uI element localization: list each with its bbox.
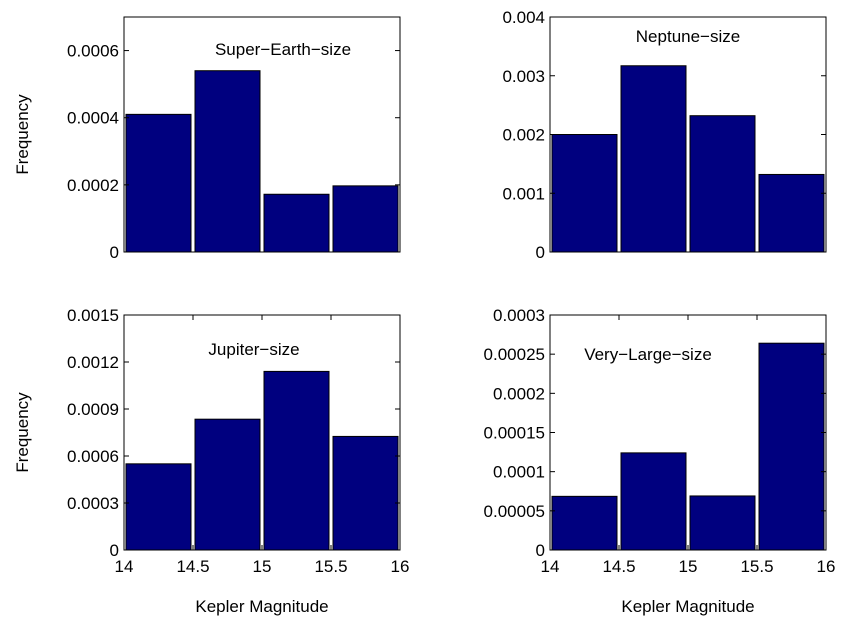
bar — [332, 185, 399, 253]
y-tick-label: 0.001 — [502, 184, 545, 203]
bar — [332, 435, 399, 551]
y-tick-label: 0.0002 — [493, 384, 545, 403]
x-tick-label: 14 — [541, 557, 560, 576]
y-tick-label: 0.002 — [502, 126, 545, 145]
y-tick-label: 0.0001 — [493, 463, 545, 482]
x-tick-label: 15.5 — [740, 557, 773, 576]
y-tick-label: 0 — [536, 541, 545, 560]
x-tick-label: 14.5 — [602, 557, 635, 576]
panel-4: 0 0.00005 0.0001 0.00015 0.0002 0.00025 0.0003… — [484, 306, 836, 616]
bar — [551, 495, 618, 551]
y-tick-label: 0.0006 — [67, 42, 119, 61]
bar — [689, 115, 756, 253]
panel-annotation: Neptune−size — [636, 27, 740, 46]
y-tick-label: 0.0002 — [67, 176, 119, 195]
x-axis-label: Kepler Magnitude — [621, 597, 754, 616]
panel-annotation: Jupiter−size — [208, 340, 299, 359]
bar — [620, 65, 687, 253]
bar — [263, 193, 330, 253]
x-tick-label: 15 — [679, 557, 698, 576]
y-tick-label: 0 — [110, 541, 119, 560]
y-tick-label: 0.0004 — [67, 109, 119, 128]
bar — [620, 452, 687, 551]
bar — [758, 342, 825, 551]
x-tick-label: 15 — [253, 557, 272, 576]
x-tick-label: 16 — [391, 557, 410, 576]
panel-3: 0 0.0003 0.0006 0.0009 0.0012 0.0015 14 14.5 15 1… — [13, 306, 409, 616]
y-tick-label: 0.0006 — [67, 447, 119, 466]
bar — [551, 134, 618, 253]
y-tick-label: 0.0015 — [67, 306, 119, 325]
bar — [125, 463, 192, 551]
x-axis-label: Kepler Magnitude — [195, 597, 328, 616]
bar — [125, 113, 192, 253]
y-tick-label: 0.0012 — [67, 353, 119, 372]
panel-2: 0 0.001 0.002 0.003 0.004 Neptune−size — [502, 8, 827, 262]
x-tick-label: 15.5 — [314, 557, 347, 576]
x-tick-label: 14.5 — [176, 557, 209, 576]
panel-annotation: Super−Earth−size — [215, 40, 351, 59]
y-tick-label: 0.0003 — [67, 494, 119, 513]
y-tick-label: 0.00015 — [484, 424, 545, 443]
y-tick-label: 0 — [110, 243, 119, 262]
y-tick-label: 0.00025 — [484, 345, 545, 364]
y-tick-label: 0.004 — [502, 8, 545, 27]
y-tick-label: 0 — [536, 243, 545, 262]
x-tick-label: 14 — [115, 557, 134, 576]
axes-frame — [123, 16, 401, 253]
x-tick-label: 16 — [817, 557, 836, 576]
bar — [194, 70, 261, 253]
panel-annotation: Very−Large−size — [584, 345, 712, 364]
y-tick-label: 0.00005 — [484, 502, 545, 521]
bar — [194, 418, 261, 551]
bar — [758, 173, 825, 253]
y-tick-label: 0.0003 — [493, 306, 545, 325]
panel-1: 0 0.0002 0.0004 0.0006 Super−Earth−size Frequ… — [13, 16, 401, 262]
bar — [689, 495, 756, 551]
y-tick-label: 0.003 — [502, 67, 545, 86]
bar — [263, 370, 330, 551]
y-tick-label: 0.0009 — [67, 400, 119, 419]
y-axis-label: Frequency — [13, 94, 32, 175]
y-axis-label: Frequency — [13, 392, 32, 473]
